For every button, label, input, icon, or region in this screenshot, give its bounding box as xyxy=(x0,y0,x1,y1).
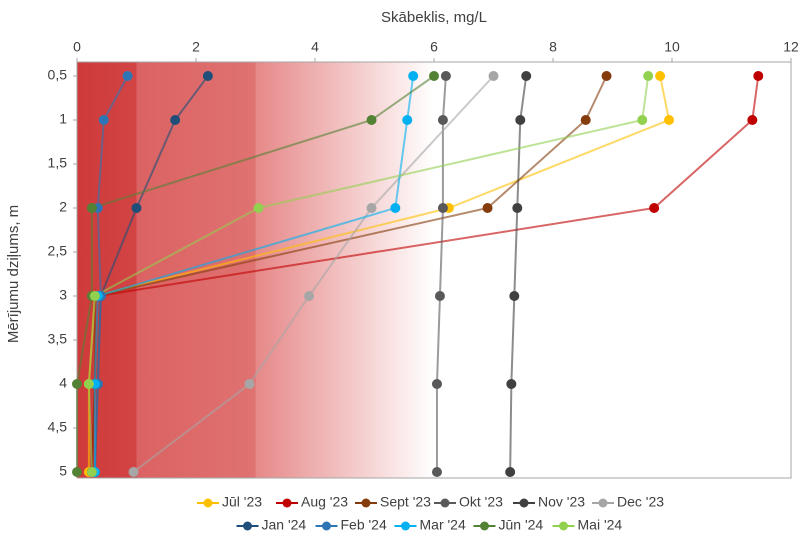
x-tick-label: 4,5 xyxy=(48,419,68,435)
x-tick-label: 2,5 xyxy=(48,243,68,259)
y-tick-label: 6 xyxy=(430,39,438,55)
legend-label: Jan '24 xyxy=(262,517,307,533)
data-point xyxy=(664,115,675,125)
legend-label: Aug '23 xyxy=(301,494,348,510)
legend-marker xyxy=(282,498,292,508)
data-point xyxy=(505,467,516,477)
legend-marker xyxy=(480,521,489,531)
y-tick-label: 2 xyxy=(192,39,200,55)
data-point xyxy=(72,379,82,389)
y-tick-label: 12 xyxy=(783,39,799,55)
data-point xyxy=(128,467,139,477)
series-line xyxy=(509,75,528,473)
data-point xyxy=(244,379,255,389)
series-line xyxy=(93,75,415,472)
data-point xyxy=(122,71,133,81)
data-point xyxy=(366,115,377,125)
data-point xyxy=(83,379,94,389)
x-tick-label: 3 xyxy=(59,287,67,303)
data-point xyxy=(170,115,181,125)
x-tick-label: 5 xyxy=(59,463,67,479)
data-point xyxy=(98,115,109,125)
data-point xyxy=(86,203,97,213)
legend-label: Jūl '23 xyxy=(222,494,262,510)
x-tick-label: 1,5 xyxy=(48,155,68,171)
data-point xyxy=(437,203,448,213)
data-point xyxy=(86,467,97,477)
data-point xyxy=(304,291,315,301)
legend-marker xyxy=(559,521,568,531)
x-tick-label: 0,5 xyxy=(48,67,68,83)
series-line xyxy=(93,75,129,473)
data-point xyxy=(515,115,526,125)
data-point xyxy=(253,203,264,213)
legend-marker xyxy=(243,521,252,531)
data-point xyxy=(601,71,612,81)
data-point xyxy=(521,71,532,81)
data-point xyxy=(437,115,448,125)
data-point xyxy=(202,71,213,81)
x-tick-label: 4 xyxy=(59,375,67,391)
legend-label: Jūn '24 xyxy=(499,517,544,533)
zone xyxy=(77,62,137,478)
markers xyxy=(72,71,764,477)
data-point xyxy=(131,203,142,213)
y-tick-label: 8 xyxy=(549,39,557,55)
data-point xyxy=(482,203,493,213)
data-point xyxy=(649,203,660,213)
legend-label: Mai '24 xyxy=(578,517,623,533)
series-line xyxy=(435,75,447,472)
x-tick-label: 1 xyxy=(59,111,67,127)
data-point xyxy=(408,71,419,81)
legend-marker xyxy=(361,498,371,508)
legend-label: Feb '24 xyxy=(341,517,387,533)
data-point xyxy=(89,291,100,301)
legend-marker xyxy=(203,498,213,508)
data-point xyxy=(390,203,401,213)
legend-marker xyxy=(519,498,529,508)
legend-label: Nov '23 xyxy=(538,494,585,510)
lines xyxy=(76,75,760,473)
legend-label: Sept '23 xyxy=(380,494,431,510)
data-point xyxy=(488,71,499,81)
series-line xyxy=(87,75,650,473)
zone xyxy=(255,62,434,478)
data-point xyxy=(637,115,648,125)
series-line xyxy=(76,75,435,472)
data-point xyxy=(402,115,413,125)
data-point xyxy=(440,71,451,81)
data-point xyxy=(366,203,377,213)
y-axis-title: Skābeklis, mg/L xyxy=(381,9,487,26)
x-tick-label: 2 xyxy=(59,199,67,215)
data-point xyxy=(429,71,439,81)
legend-label: Okt '23 xyxy=(459,494,503,510)
y-tick-label: 0 xyxy=(73,39,81,55)
legend-label: Mar '24 xyxy=(420,517,466,533)
data-point xyxy=(512,203,523,213)
data-point xyxy=(506,379,517,389)
legend-marker xyxy=(440,498,450,508)
data-point xyxy=(747,115,758,125)
x-tick-label: 3,5 xyxy=(48,331,68,347)
x-axis-title: Mērījumu dziļums, m xyxy=(5,205,22,343)
data-point xyxy=(434,291,445,301)
y-tick-label: 10 xyxy=(664,39,680,55)
data-point xyxy=(509,291,520,301)
legend-marker xyxy=(322,521,331,531)
data-point xyxy=(643,71,654,81)
data-point xyxy=(580,115,591,125)
data-point xyxy=(431,467,442,477)
legend-marker xyxy=(401,521,410,531)
legend-label: Dec '23 xyxy=(617,494,664,510)
legend-marker xyxy=(598,498,608,508)
data-point xyxy=(431,379,442,389)
y-tick-label: 4 xyxy=(311,39,319,55)
data-point xyxy=(655,71,666,81)
data-point xyxy=(753,71,764,81)
data-point xyxy=(72,467,82,477)
